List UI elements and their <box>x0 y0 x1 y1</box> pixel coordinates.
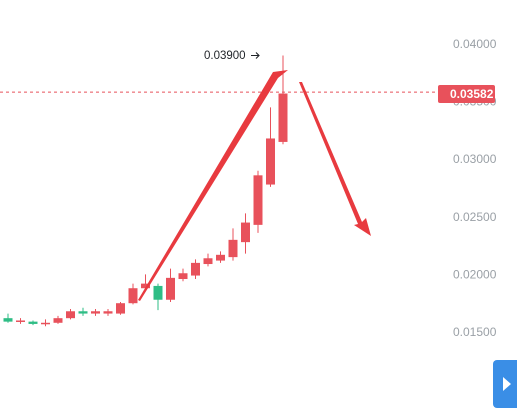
down-trend-arrow[interactable] <box>299 82 371 236</box>
y-tick-label: 0.02000 <box>453 267 497 281</box>
candle-body <box>191 262 200 276</box>
candle-body <box>178 273 188 280</box>
y-tick-label: 0.04000 <box>453 37 497 51</box>
candle-body <box>53 318 63 323</box>
candle-body <box>203 258 213 265</box>
candle[interactable] <box>216 251 225 263</box>
y-tick-label: 0.03000 <box>453 152 497 166</box>
candle[interactable] <box>128 283 138 305</box>
candle-body <box>141 283 150 289</box>
high-annotation-arrow <box>251 52 260 59</box>
candle[interactable] <box>16 318 25 324</box>
candle-body <box>216 254 225 261</box>
candle[interactable] <box>28 320 38 326</box>
y-tick-label: 0.01500 <box>453 325 497 339</box>
candle-body <box>103 311 113 314</box>
drawing-layer <box>0 70 438 301</box>
up-trend-arrow[interactable] <box>138 70 288 301</box>
scroll-to-latest-button[interactable] <box>493 360 517 408</box>
candle-body <box>128 288 138 304</box>
candle[interactable] <box>166 268 175 303</box>
candle[interactable] <box>116 302 125 315</box>
candle[interactable] <box>78 307 88 316</box>
candle-body <box>116 303 125 314</box>
candle-body <box>28 321 38 324</box>
y-tick-label: 0.02500 <box>453 210 497 224</box>
annotations: 0.03900 0.03582 <box>204 50 495 103</box>
candle[interactable] <box>266 107 275 187</box>
candle-body <box>228 239 238 258</box>
current-price-label: 0.03582 <box>450 87 494 101</box>
candle[interactable] <box>41 319 50 327</box>
candles <box>3 55 288 327</box>
candle-body <box>3 318 13 322</box>
candle[interactable] <box>103 308 113 316</box>
candle[interactable] <box>228 228 238 261</box>
candle[interactable] <box>241 213 250 254</box>
candle[interactable] <box>253 170 263 233</box>
candle[interactable] <box>278 55 288 145</box>
candle-body <box>41 322 50 325</box>
candle[interactable] <box>191 259 200 280</box>
candle-body <box>241 222 250 243</box>
candle[interactable] <box>66 308 75 320</box>
candle-body <box>91 311 100 314</box>
price-axis: 0.040000.035000.030000.025000.020000.015… <box>453 37 497 339</box>
candle[interactable] <box>178 268 188 282</box>
high-annotation-label: 0.03900 <box>204 50 246 62</box>
chevron-right-icon <box>502 377 511 391</box>
candle[interactable] <box>91 308 100 316</box>
candle-body <box>78 311 88 314</box>
candle[interactable] <box>3 313 13 323</box>
candle-body <box>166 277 175 300</box>
current-price-tag <box>438 85 495 103</box>
candle-body <box>153 285 163 300</box>
candle[interactable] <box>153 283 163 311</box>
candle[interactable] <box>53 315 63 324</box>
candle-body <box>278 93 288 142</box>
candle-body <box>66 311 75 319</box>
candle-body <box>266 138 275 185</box>
candle-body <box>16 320 25 322</box>
candle[interactable] <box>203 253 213 267</box>
candle-body <box>253 175 263 225</box>
